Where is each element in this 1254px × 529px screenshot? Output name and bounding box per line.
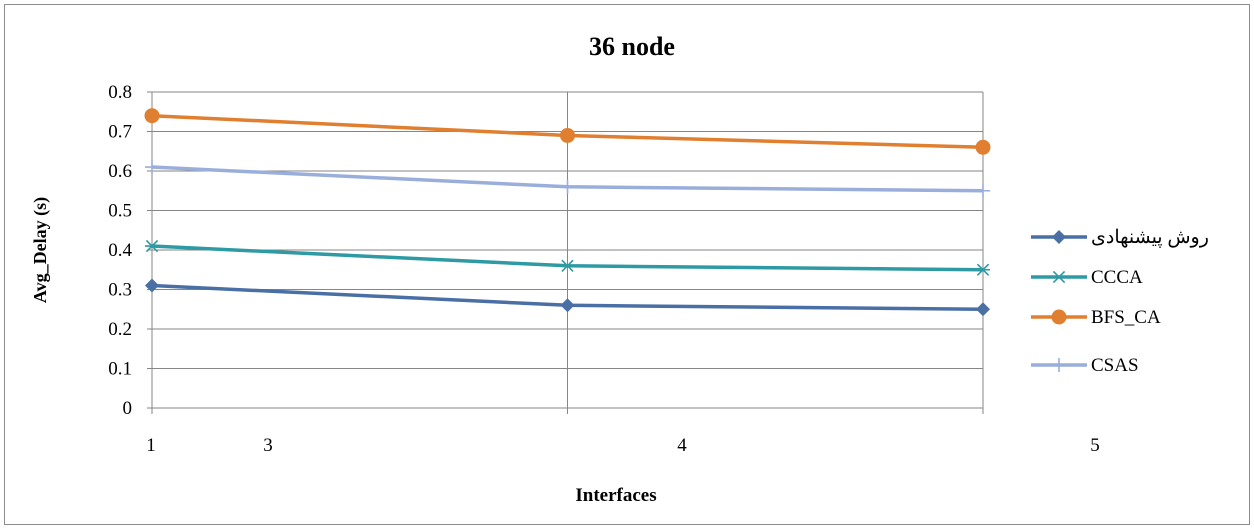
- plus-marker: [560, 179, 575, 194]
- y-tick-label: 0: [123, 398, 133, 419]
- asterisk-marker: [145, 239, 159, 253]
- data-point: [975, 139, 991, 155]
- circle-marker: [144, 108, 160, 124]
- data-point: [976, 263, 990, 276]
- x-tick-label: 3: [263, 435, 273, 456]
- x-axis-title: Interfaces: [575, 485, 656, 506]
- diamond-marker: [560, 298, 575, 313]
- y-tick-label: 0.6: [108, 161, 132, 182]
- legend-label: CCCA: [1091, 267, 1143, 288]
- circle-marker: [975, 139, 991, 155]
- legend: روش پیشنهادی CCCA BFS_CA CSAS: [1031, 227, 1209, 376]
- data-point: [976, 183, 990, 198]
- y-axis-title: Avg_Delay (s): [30, 197, 51, 303]
- data-point: [144, 108, 160, 124]
- x-tick-label: 5: [1090, 435, 1100, 456]
- asterisk-marker: [560, 259, 575, 272]
- diamond-marker: [976, 302, 990, 317]
- data-point: [145, 239, 159, 253]
- data-point: [560, 127, 575, 143]
- y-tick-label: 0.8: [108, 82, 132, 103]
- chart-area-border: [4, 4, 1250, 525]
- x-tick-label: 1: [146, 435, 156, 456]
- plus-marker: [976, 183, 990, 198]
- plus-marker: [1052, 358, 1066, 372]
- y-tick-label: 0.3: [108, 280, 132, 301]
- legend-marker: [1052, 230, 1066, 244]
- data-point: [145, 160, 159, 175]
- y-tick-label: 0.4: [108, 240, 132, 261]
- legend-marker: [1051, 309, 1067, 325]
- y-tick-label: 0.7: [108, 122, 132, 143]
- data-point: [145, 278, 159, 293]
- x-tick-label: 4: [677, 435, 687, 456]
- diamond-marker: [1052, 230, 1066, 244]
- y-tick-label: 0.5: [108, 201, 132, 222]
- legend-label: CSAS: [1091, 355, 1139, 376]
- diamond-marker: [145, 278, 159, 293]
- legend-label: BFS_CA: [1091, 307, 1161, 328]
- legend-item: BFS_CA: [1031, 307, 1161, 328]
- asterisk-marker: [976, 263, 990, 276]
- plot-area: 0 0.1 0.2 0.3 0.4 0.5 0.6 0.7 0.8 1 3 4 5: [108, 82, 1100, 456]
- data-point: [560, 259, 575, 272]
- y-tick-label: 0.1: [108, 359, 132, 380]
- legend-item: CSAS: [1031, 355, 1139, 376]
- asterisk-marker: [1052, 270, 1066, 284]
- chart-title: 36 node: [589, 32, 675, 61]
- data-point: [560, 298, 575, 313]
- legend-marker: [1052, 358, 1066, 372]
- legend-item: CCCA: [1031, 267, 1143, 288]
- circle-marker: [560, 127, 575, 143]
- circle-marker: [1051, 309, 1067, 325]
- y-tick-label: 0.2: [108, 319, 132, 340]
- legend-marker: [1052, 270, 1066, 284]
- legend-item: روش پیشنهادی: [1031, 227, 1209, 248]
- data-point: [560, 179, 575, 194]
- legend-label: روش پیشنهادی: [1091, 227, 1209, 248]
- plus-marker: [145, 160, 159, 175]
- data-point: [976, 302, 990, 317]
